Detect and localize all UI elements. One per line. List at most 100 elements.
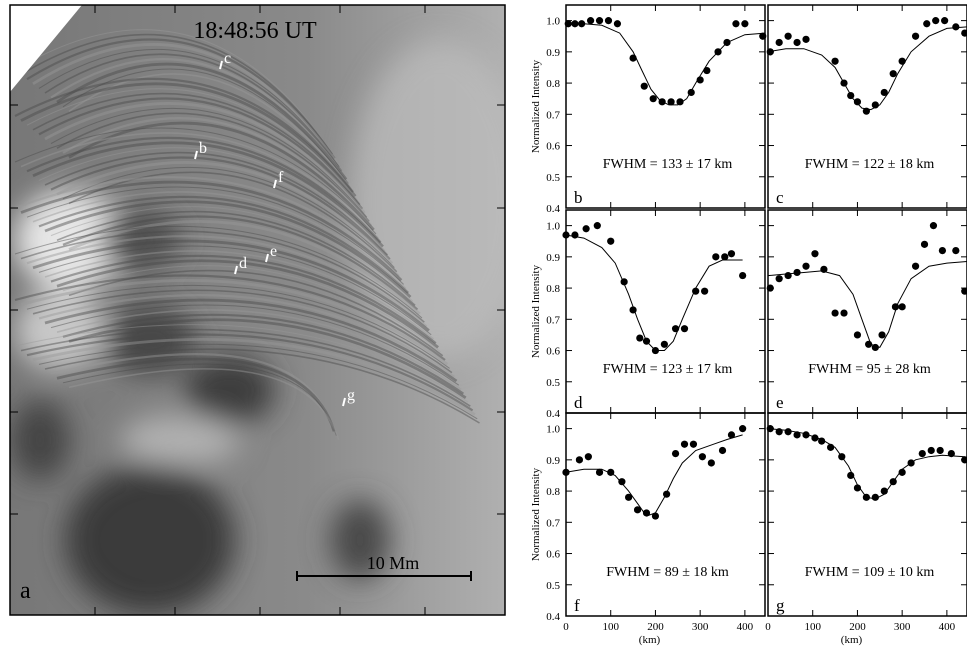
data-point (853, 331, 862, 339)
data-point (698, 453, 706, 461)
strand (32, 289, 453, 374)
data-point (840, 309, 848, 317)
y-tick-label: 0.8 (546, 78, 560, 90)
data-point (649, 95, 657, 103)
data-point (676, 98, 684, 106)
strand (32, 43, 339, 164)
data-point (671, 450, 680, 458)
strand (68, 318, 467, 399)
data-point (593, 222, 601, 230)
strand (14, 274, 446, 361)
strand (44, 102, 366, 214)
data-point (604, 17, 613, 25)
x-tick-label: 400 (737, 621, 754, 633)
data-point (571, 20, 579, 28)
data-point (811, 250, 819, 258)
y-tick-label: 0.4 (546, 611, 560, 623)
strand (20, 33, 333, 155)
data-point (862, 107, 870, 115)
data-point (578, 20, 586, 28)
data-point (802, 262, 810, 270)
feature-marker (234, 265, 238, 275)
strand (32, 141, 384, 248)
feature-label: d (239, 255, 247, 272)
data-point (831, 309, 839, 317)
strand (62, 68, 349, 184)
data-point (911, 262, 920, 270)
y-tick-label: 0.5 (546, 580, 560, 592)
data-point (613, 20, 622, 28)
image-texture (10, 40, 505, 615)
strand (38, 195, 409, 294)
fit-line (767, 428, 965, 500)
data-point (929, 222, 938, 230)
strand (26, 186, 404, 285)
data-point (898, 303, 906, 311)
strand (50, 58, 345, 176)
strand (20, 132, 379, 239)
x-tick-label: 200 (647, 621, 664, 633)
data-point (847, 471, 855, 480)
data-point (564, 20, 572, 28)
x-tick-label: 0 (765, 621, 771, 633)
data-point (707, 459, 715, 467)
x-tick-label: 300 (894, 621, 911, 633)
data-point (811, 434, 819, 442)
y-tick-label: 0.7 (546, 314, 560, 326)
data-point (667, 98, 675, 106)
x-tick-label: 100 (602, 621, 619, 633)
strand (62, 363, 337, 436)
strand (68, 269, 444, 357)
data-point (784, 428, 792, 436)
plot-frame (767, 209, 967, 414)
data-point (766, 48, 774, 56)
data-point (871, 343, 879, 352)
data-point (871, 101, 879, 109)
data-point (952, 23, 960, 31)
data-point (642, 509, 651, 517)
strand (68, 171, 398, 273)
y-tick-label: 0.7 (546, 109, 560, 121)
strand (20, 328, 471, 407)
data-point (607, 468, 615, 476)
data-point (723, 38, 731, 47)
data-point (582, 225, 590, 233)
data-point (584, 453, 592, 461)
strand (32, 191, 407, 290)
data-point (938, 247, 947, 255)
y-tick-label: 0.6 (546, 141, 560, 153)
data-point (671, 325, 680, 333)
fit-line (565, 234, 743, 351)
data-point (595, 468, 604, 476)
data-point (952, 247, 960, 255)
y-tick-label: 0.4 (546, 408, 560, 420)
panel-label: f (574, 596, 580, 615)
strand (38, 245, 432, 336)
plot-frame (565, 412, 766, 617)
data-point (741, 20, 749, 28)
strand (38, 343, 478, 420)
strand (26, 235, 428, 328)
strand (20, 230, 425, 323)
image-title: 18:48:56 UT (193, 18, 317, 44)
data-point (961, 29, 967, 37)
panel-label: a (20, 578, 31, 604)
strand (50, 304, 460, 386)
y-tick-label: 0.5 (546, 172, 560, 184)
plot-frame (565, 209, 766, 414)
y-tick-label: 1.0 (546, 16, 560, 28)
strand (26, 284, 450, 369)
strand (44, 250, 435, 340)
feature-marker (342, 397, 346, 407)
strand (62, 117, 373, 227)
strand (56, 62, 348, 181)
strand (50, 254, 437, 345)
data-point (642, 337, 651, 345)
data-point (880, 487, 888, 495)
y-axis-label: Normalized Intensity (530, 467, 542, 561)
y-tick-label: 0.5 (546, 377, 560, 389)
y-tick-label: 0.8 (546, 283, 560, 295)
strand (44, 298, 458, 383)
data-point (827, 443, 835, 451)
data-point (802, 35, 810, 43)
